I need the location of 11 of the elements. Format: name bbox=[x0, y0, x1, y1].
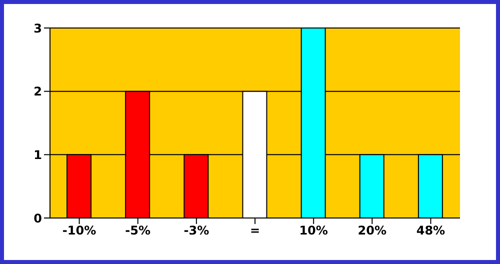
x-tick-label: 10% bbox=[299, 224, 328, 238]
y-tick-label: 2 bbox=[34, 84, 42, 99]
x-tick-label: = bbox=[250, 224, 260, 238]
x-tick-label: 20% bbox=[358, 224, 387, 238]
x-tick-label: -10% bbox=[62, 224, 96, 238]
y-tick-label: 3 bbox=[34, 21, 42, 36]
y-tick-label: 1 bbox=[34, 148, 42, 162]
x-tick-label: -5% bbox=[125, 224, 151, 238]
x-tick-label: 48% bbox=[416, 224, 446, 238]
x-tick-label: -3% bbox=[184, 224, 210, 238]
y-tick-label: 0 bbox=[34, 211, 42, 226]
